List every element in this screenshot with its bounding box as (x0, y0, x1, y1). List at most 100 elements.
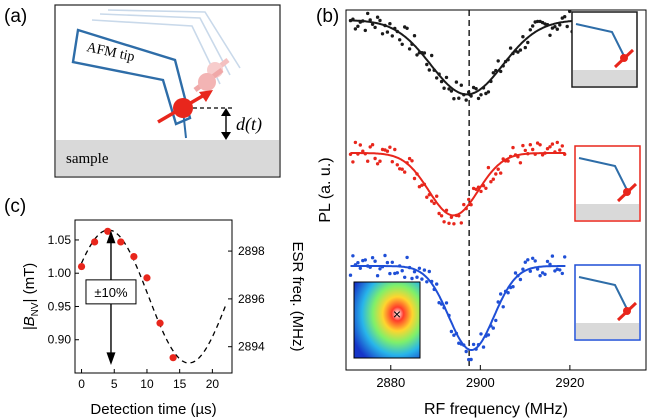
spectrum-data-point (509, 155, 512, 158)
spectrum-data-point (369, 266, 372, 269)
spectrum-data-point (538, 143, 541, 146)
spectrum-data-point (361, 150, 364, 153)
spectrum-data-point (465, 350, 468, 353)
panel-c-ylabel: |BNV| (mT) (21, 263, 41, 331)
spectrum-data-point (551, 254, 554, 257)
spectrum-data-point (373, 260, 376, 263)
spectrum-data-point (356, 25, 359, 28)
spectrum-data-point (428, 193, 431, 196)
spectrum-data-point (526, 152, 529, 155)
spectrum-data-point (479, 93, 482, 96)
spectrum-data-point (430, 199, 433, 202)
spectrum-data-point (529, 28, 532, 31)
spectrum-data-point (425, 196, 428, 199)
spectrum-data-point (369, 18, 372, 21)
spectrum-data-point (373, 157, 376, 160)
spectrum-data-point (445, 209, 448, 212)
spectrum-data-point (413, 270, 416, 273)
spectrum-data-point (556, 28, 559, 31)
spectrum-data-point (546, 260, 549, 263)
panel-b-xlabel: RF frequency (MHz) (424, 401, 568, 418)
spectrum-data-point (398, 264, 401, 267)
spectrum-data-point (536, 267, 539, 270)
spectrum-data-point (534, 259, 537, 262)
spectrum-data-point (405, 256, 408, 259)
spectrum-data-point (511, 146, 514, 149)
spectrum-data-point (388, 22, 391, 25)
spectrum-data-point (534, 153, 537, 156)
x-tick-label: 2920 (555, 375, 584, 390)
spectrum-data-point (514, 271, 517, 274)
spectrum-data-point (465, 98, 468, 101)
spectrum-data-point (519, 48, 522, 51)
panel-a-schematic: sample AFM tip d(t) (0, 0, 300, 190)
spectrum-data-point (472, 343, 475, 346)
spectrum-data-point (437, 72, 440, 75)
spectrum-data-point (349, 274, 352, 277)
spectrum-data-point (497, 59, 500, 62)
spectrum-data-point (477, 186, 480, 189)
spectrum-data-point (356, 152, 359, 155)
tip-inset-nv-center (623, 188, 631, 196)
spectrum-data-point (492, 178, 495, 181)
spectrum-data-point (435, 76, 438, 79)
data-point (91, 238, 98, 245)
spectrum-data-point (529, 143, 532, 146)
heatmap-marker: × (393, 306, 401, 322)
spectrum-data-point (494, 69, 497, 72)
spectrum-data-point (405, 161, 408, 164)
spectrum-data-point (538, 274, 541, 277)
x-tick-label: 2880 (376, 375, 405, 390)
spectrum-data-point (450, 89, 453, 92)
spectrum-data-point (405, 27, 408, 30)
spectrum-data-point (521, 144, 524, 147)
spectrum-data-point (511, 285, 514, 288)
spectrum-data-point (469, 358, 472, 361)
spectrum-data-point (386, 261, 389, 264)
spectrum-data-point (437, 212, 440, 215)
tip-inset (575, 146, 640, 221)
spectrum-data-point (561, 144, 564, 147)
spectrum-data-point (440, 302, 443, 305)
spectrum-data-point (531, 257, 534, 260)
y-right-tick-label: 2894 (238, 340, 265, 354)
spectrum-data-point (415, 276, 418, 279)
y-tick-label: 0.90 (48, 333, 72, 347)
spectrum-data-point (410, 159, 413, 162)
spectrum-data-point (543, 273, 546, 276)
spectrum-data-point (361, 19, 364, 22)
spectrum-data-point (393, 27, 396, 30)
spectrum-data-point (430, 54, 433, 57)
y-right-tick-label: 2896 (238, 292, 265, 306)
spectrum-data-point (450, 216, 453, 219)
spectrum-data-point (403, 170, 406, 173)
tip-inset-nv-center (620, 54, 628, 62)
spectrum-data-point (418, 267, 421, 270)
x-tick-label: 0 (78, 377, 85, 391)
spectrum-data-point (487, 333, 490, 336)
panel-b-ylabel: PL (a. u.) (317, 157, 334, 222)
data-point (143, 274, 150, 281)
spectrum-data-point (531, 148, 534, 151)
tip-inset (575, 265, 640, 340)
spectrum-data-point (401, 269, 404, 272)
spectrum-data-point (388, 272, 391, 275)
amplitude-label: ±10% (94, 285, 128, 300)
spectrum-data-point (543, 151, 546, 154)
spectrum-data-point (433, 69, 436, 72)
spectrum-data-point (568, 10, 571, 13)
spectrum-data-point (408, 47, 411, 50)
spectrum-data-point (396, 30, 399, 33)
spectrum-data-point (452, 97, 455, 100)
distance-label: d(t) (236, 114, 262, 135)
spectrum-data-point (511, 52, 514, 55)
tip-inset (572, 12, 637, 87)
data-point (78, 263, 85, 270)
spectrum-data-point (506, 58, 509, 61)
spectrum-data-point (440, 80, 443, 83)
x-tick-label: 2900 (466, 375, 495, 390)
spectrum-data-point (556, 141, 559, 144)
spectrum-data-point (425, 63, 428, 66)
spectrum-data-point (403, 276, 406, 279)
spectrum-data-point (420, 277, 423, 280)
